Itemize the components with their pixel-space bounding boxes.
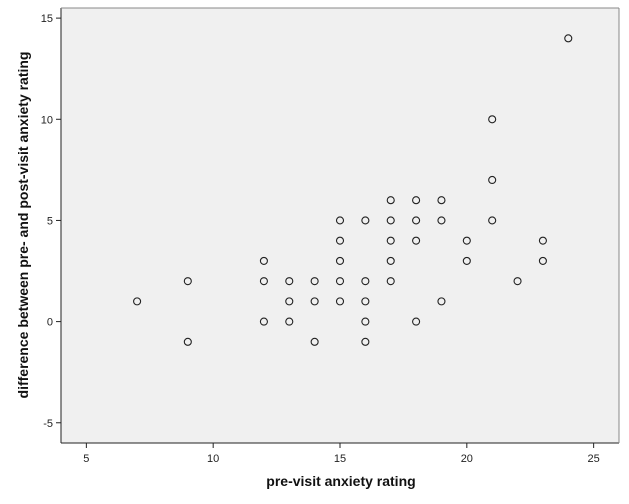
x-ticks: 5 10 15 20 25 [83,443,600,465]
data-point [361,317,370,326]
data-point [564,34,573,43]
data-point [259,277,268,286]
y-tick-label: 10 [41,114,53,126]
x-tick-label: 15 [334,453,346,465]
data-point [488,115,497,124]
data-point [437,297,446,306]
data-point [488,175,497,185]
data-point [437,216,446,225]
y-tick-label: 15 [41,13,53,25]
data-point [361,216,370,225]
data-point [538,256,547,265]
data-point [386,216,395,225]
data-point [285,317,294,326]
data-point [462,236,471,245]
plot-area [61,8,619,443]
y-tick-label: 5 [47,215,53,227]
x-tick-label: 25 [588,453,600,465]
data-point [386,236,395,245]
data-point [259,317,268,326]
data-point [335,277,345,286]
data-point [310,337,319,346]
x-tick-label: 10 [207,453,219,465]
x-tick-label: 5 [83,453,89,465]
data-point [335,297,345,306]
y-tick-label: -5 [43,418,53,430]
data-point [386,256,395,265]
data-point [335,236,345,245]
data-point [538,236,547,245]
y-axis-title: difference between pre- and post-visit a… [15,52,31,399]
data-point [412,196,421,205]
data-point [462,256,471,265]
data-point [361,297,370,306]
data-point [488,216,497,225]
data-point [183,337,192,346]
data-point [412,216,421,225]
data-point [133,297,142,306]
data-point [285,277,294,286]
data-point [386,196,395,205]
y-ticks: -5 0 5 10 15 [41,13,61,430]
data-point [412,317,421,326]
data-point [335,256,345,265]
x-axis-title: pre-visit anxiety rating [266,473,415,489]
data-point [259,256,268,265]
data-point [437,196,446,205]
data-point [513,277,522,286]
data-points [133,34,573,346]
data-point [361,277,370,286]
x-tick-label: 20 [461,453,473,465]
data-point [310,297,319,306]
y-tick-label: 0 [47,317,53,329]
data-point [335,216,345,225]
data-point [310,277,319,286]
data-point [285,297,294,306]
data-point [183,277,192,286]
data-point [386,277,395,286]
data-point [412,236,421,245]
data-point [361,337,370,346]
